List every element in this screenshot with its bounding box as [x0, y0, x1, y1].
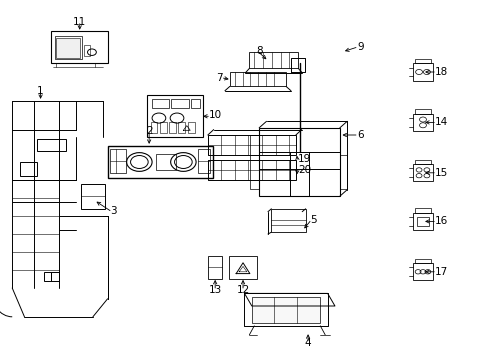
Bar — [51, 272, 59, 281]
Bar — [146, 95, 203, 137]
Text: 16: 16 — [434, 216, 447, 226]
Text: 17: 17 — [434, 267, 447, 277]
Bar — [110, 149, 126, 173]
Bar — [37, 139, 66, 151]
Bar — [251, 297, 320, 323]
Bar — [169, 122, 176, 133]
Text: 4: 4 — [304, 338, 311, 348]
Bar — [198, 149, 210, 173]
Text: 19: 19 — [298, 154, 311, 164]
Bar — [20, 162, 37, 176]
Bar — [55, 36, 81, 59]
Text: 15: 15 — [434, 168, 447, 178]
Text: 10: 10 — [209, 110, 222, 120]
Bar — [155, 154, 176, 170]
Bar — [150, 122, 157, 133]
Bar — [412, 164, 432, 181]
Text: 5: 5 — [310, 215, 317, 225]
Bar — [187, 122, 194, 133]
Bar — [339, 155, 346, 189]
Bar — [412, 213, 432, 230]
Text: 1: 1 — [37, 86, 44, 96]
Text: 14: 14 — [434, 117, 447, 127]
Text: 9: 9 — [356, 42, 363, 52]
Bar — [207, 160, 295, 180]
Bar — [229, 72, 285, 86]
Bar — [414, 259, 430, 263]
Polygon shape — [244, 293, 334, 306]
Text: 20: 20 — [298, 165, 311, 175]
Bar — [190, 99, 200, 108]
Text: 11: 11 — [73, 17, 86, 27]
Bar — [207, 135, 295, 155]
Bar — [414, 59, 430, 63]
Bar — [56, 38, 80, 58]
Bar — [84, 45, 90, 56]
Text: 6: 6 — [356, 130, 363, 140]
Bar — [249, 52, 298, 68]
Bar — [151, 99, 169, 108]
Bar — [44, 272, 51, 281]
Bar — [178, 122, 185, 133]
Bar — [414, 109, 430, 114]
Bar — [271, 209, 305, 232]
Bar — [107, 146, 212, 178]
Bar — [207, 256, 221, 279]
Bar — [160, 122, 166, 133]
Bar — [81, 184, 105, 209]
Text: 3: 3 — [110, 206, 117, 216]
Text: 8: 8 — [255, 46, 262, 56]
Text: 18: 18 — [434, 67, 447, 77]
Bar — [171, 99, 188, 108]
Bar — [416, 217, 428, 226]
Text: 12: 12 — [236, 285, 249, 295]
Bar — [412, 114, 432, 131]
Text: 13: 13 — [208, 285, 222, 295]
Bar — [250, 135, 259, 189]
Bar — [259, 128, 339, 196]
Bar — [228, 256, 257, 279]
Text: 2: 2 — [145, 126, 152, 136]
Bar — [414, 160, 430, 164]
Bar — [412, 263, 432, 280]
Text: 7: 7 — [215, 73, 222, 83]
Bar — [414, 208, 430, 213]
Bar — [412, 63, 432, 81]
Bar — [51, 31, 107, 63]
